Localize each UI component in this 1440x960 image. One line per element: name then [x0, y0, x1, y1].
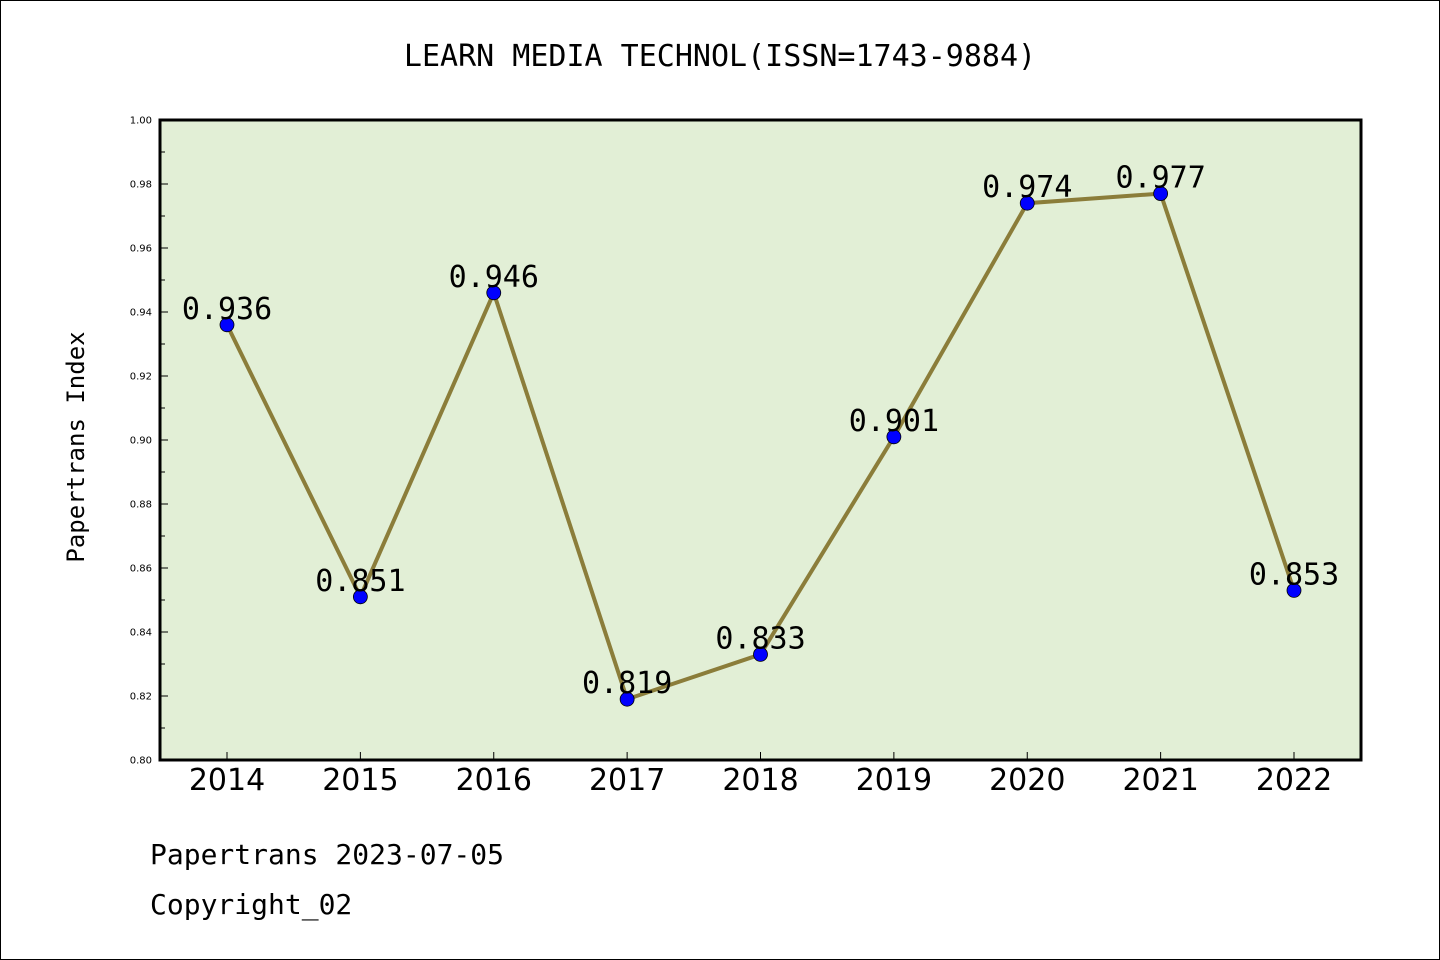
y-tick-label: 0.94 — [130, 308, 152, 319]
y-tick-label: 0.80 — [130, 756, 152, 767]
data-label: 0.853 — [1249, 557, 1339, 592]
y-axis: 0.80 0.82 0.84 0.86 0.88 0.90 0.92 0.94 0.96 0.98… — [130, 116, 168, 767]
footer-date: Papertrans 2023-07-05 — [150, 838, 504, 871]
y-tick-label: 0.98 — [130, 180, 152, 191]
data-label: 0.901 — [849, 404, 939, 439]
y-tick-label: 0.90 — [130, 436, 152, 447]
x-tick-label: 2016 — [456, 763, 532, 798]
data-point — [1286, 583, 1302, 598]
x-axis: 2014 2015 2016 2017 2018 2019 2020 2021 2022 — [189, 752, 1332, 798]
y-axis-label: Papertrans Index — [62, 331, 90, 562]
data-label: 0.946 — [449, 260, 539, 295]
x-tick-label: 2020 — [989, 763, 1065, 798]
plot-area — [158, 118, 1363, 762]
data-point — [1153, 186, 1169, 202]
y-tick-label: 0.88 — [130, 500, 152, 511]
chart-title: LEARN MEDIA TECHNOL(ISSN=1743-9884) — [404, 39, 1036, 74]
footer-copyright: Copyright_02 — [150, 888, 352, 922]
series-line-group — [219, 186, 1302, 707]
y-tick-label: 0.96 — [130, 244, 152, 255]
data-label: 0.974 — [982, 170, 1072, 205]
x-tick-label: 2019 — [856, 763, 932, 798]
data-point — [486, 285, 502, 301]
data-point — [886, 429, 902, 445]
data-label: 0.833 — [715, 621, 805, 656]
data-point — [1019, 195, 1035, 211]
x-tick-label: 2014 — [189, 763, 265, 798]
x-tick-label: 2021 — [1122, 763, 1198, 798]
x-tick-label: 2022 — [1256, 763, 1332, 798]
data-label: 0.977 — [1115, 161, 1205, 196]
data-label: 0.936 — [182, 292, 272, 327]
data-point — [753, 647, 768, 662]
data-point — [619, 691, 635, 707]
y-tick-label: 0.82 — [130, 692, 152, 703]
y-tick-label: 0.86 — [130, 564, 152, 575]
data-point — [352, 589, 368, 605]
y-tick-label: 0.92 — [130, 372, 152, 383]
data-label: 0.819 — [582, 666, 672, 701]
y-tick-label: 1.00 — [130, 116, 152, 127]
x-tick-label: 2017 — [589, 763, 665, 798]
data-labels: 0.936 0.851 0.946 0.819 0.833 0.901 0.974 0.977… — [182, 161, 1339, 702]
data-label: 0.851 — [315, 564, 405, 599]
y-tick-label: 0.84 — [130, 628, 152, 639]
x-tick-label: 2018 — [722, 763, 798, 798]
data-point — [219, 317, 235, 333]
x-tick-label: 2015 — [322, 763, 398, 798]
